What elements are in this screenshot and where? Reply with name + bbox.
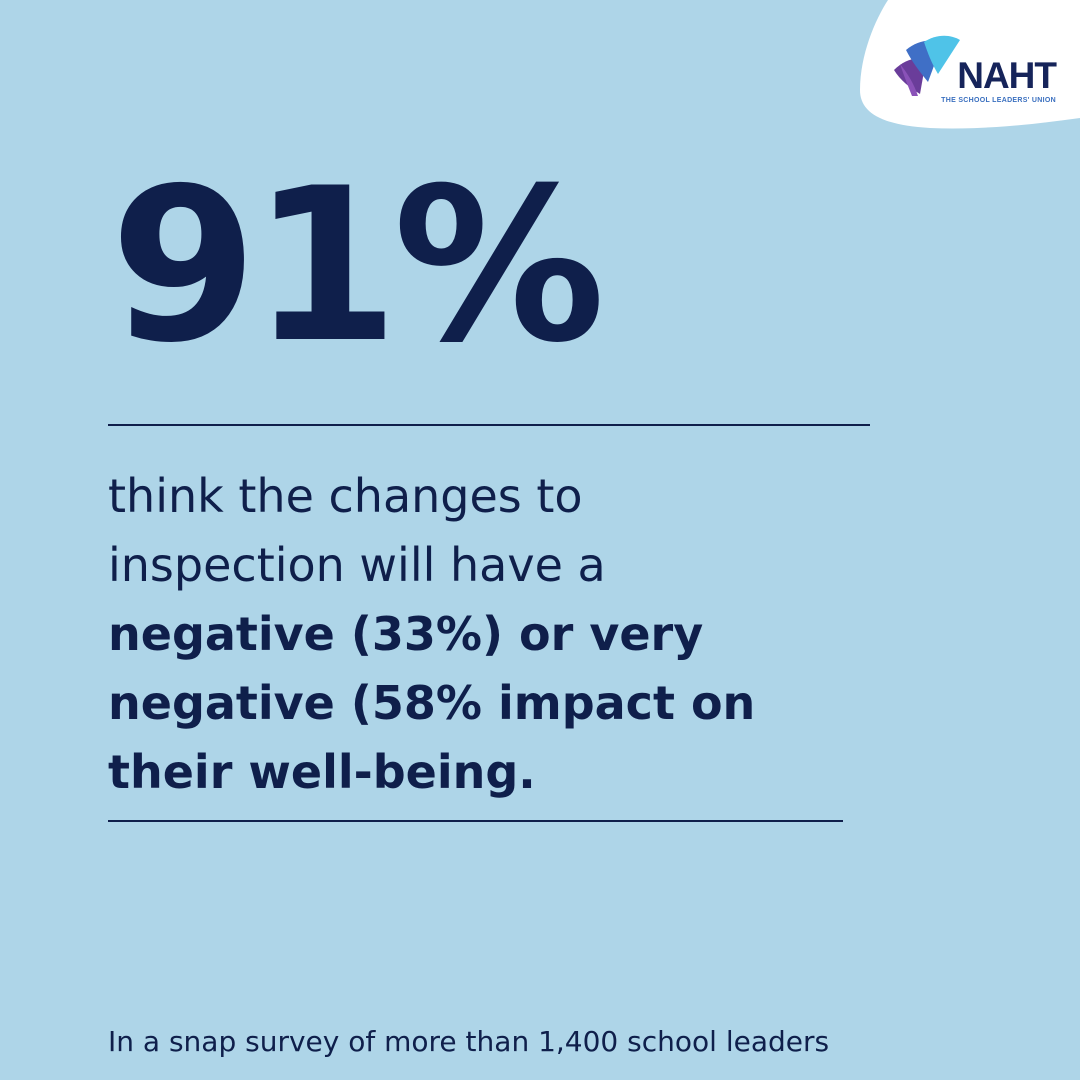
logo-tagline: THE SCHOOL LEADERS' UNION bbox=[941, 97, 1056, 104]
logo-wordmark: NAHT bbox=[957, 55, 1057, 96]
statement-line-2: inspection will have a bbox=[108, 538, 606, 592]
statement-line-4: negative (58% impact on bbox=[108, 676, 756, 730]
logo-tab: NAHT THE SCHOOL LEADERS' UNION bbox=[860, 0, 1080, 135]
survey-footnote: In a snap survey of more than 1,400 scho… bbox=[108, 1025, 830, 1058]
headline-stat: 91% bbox=[110, 142, 605, 389]
statement-line-5: their well-being. bbox=[108, 745, 536, 799]
statement-line-1: think the changes to bbox=[108, 469, 583, 523]
logo-tab-shape bbox=[860, 0, 1080, 129]
logo-wing-icon bbox=[894, 35, 960, 96]
statement-text: think the changes to inspection will hav… bbox=[108, 462, 908, 807]
statement-line-3: negative (33%) or very bbox=[108, 607, 704, 661]
divider-top bbox=[108, 424, 870, 426]
divider-bottom bbox=[108, 820, 843, 822]
